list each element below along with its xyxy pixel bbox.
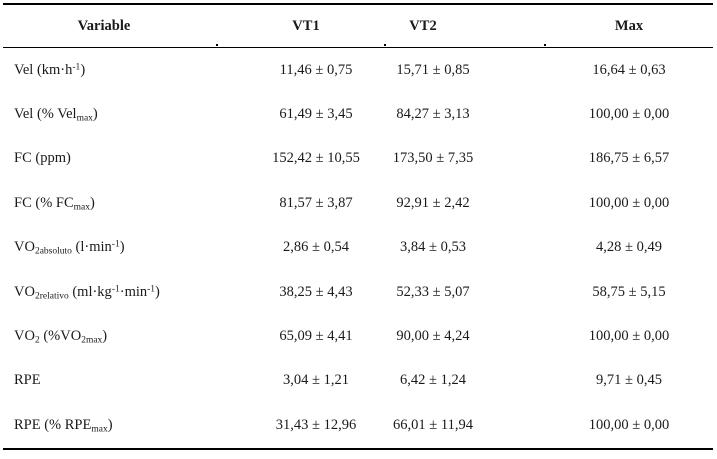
table-row: Vel (km·h-1) 11,46 ± 0,75 15,71 ± 0,85 16,6… xyxy=(3,48,713,93)
variable-label-segment: VO xyxy=(14,328,35,345)
variable-cell: RPE (% RPEmax) xyxy=(3,403,217,448)
value-cell-vt1: 81,57 ± 3,87 xyxy=(279,194,353,211)
variable-label-segment: VO xyxy=(14,239,35,256)
table-row: VO2absoluto (l·min-1) 2,86 ± 0,54 3,84 ± 0… xyxy=(3,226,713,270)
variable-label-segment: FC (% FC xyxy=(14,194,74,211)
variable-label-segment: RPE xyxy=(14,372,41,389)
column-header-max: Max xyxy=(545,4,713,48)
value-cell-vt2: 84,27 ± 3,13 xyxy=(396,106,470,123)
value-cell-vt2: 52,33 ± 5,07 xyxy=(396,283,470,300)
value-cell-vt1: 152,42 ± 10,55 xyxy=(272,150,360,167)
value-cell-vt1: 31,43 ± 12,96 xyxy=(275,416,357,433)
variable-label-segment: 2relativo xyxy=(34,291,69,302)
table-header: Variable VT1 VT2 Max xyxy=(3,4,713,48)
value-cell-max: 100,00 ± 0,00 xyxy=(588,328,670,345)
value-cell-vt2: 90,00 ± 4,24 xyxy=(396,328,470,345)
column-header-vt2: VT2 xyxy=(385,4,545,48)
value-cell-vt2: 3,84 ± 0,53 xyxy=(400,239,466,256)
cell-border-tick xyxy=(544,44,546,46)
variable-cell: VO2 (%VO2max) xyxy=(3,314,217,358)
variable-label-segment: -1 xyxy=(111,239,120,250)
variable-label-segment: 2max xyxy=(81,335,103,346)
variable-label-segment: FC (ppm) xyxy=(14,150,71,167)
variable-label-segment: max xyxy=(73,202,90,213)
value-cell-vt2: 92,91 ± 2,42 xyxy=(396,194,470,211)
value-cell-max: 100,00 ± 0,00 xyxy=(588,194,670,211)
value-cell-max: 100,00 ± 0,00 xyxy=(588,106,670,123)
column-header-variable: Variable xyxy=(3,4,217,48)
table-row: RPE 3,04 ± 1,21 6,42 ± 1,24 9,71 ± 0,45 xyxy=(3,359,713,403)
variable-label-segment: ) xyxy=(80,61,86,78)
variable-label-segment: (ml·kg xyxy=(68,283,112,300)
value-cell-max: 58,75 ± 5,15 xyxy=(592,283,666,300)
variable-cell: VO2relativo (ml·kg-1·min-1) xyxy=(3,270,217,314)
variable-label-segment: -1 xyxy=(72,62,81,73)
table-body: Vel (km·h-1) 11,46 ± 0,75 15,71 ± 0,85 16,6… xyxy=(3,48,713,449)
variable-label-segment: ) xyxy=(90,194,95,211)
value-cell-max: 186,75 ± 6,57 xyxy=(588,150,670,167)
table-row: VO2relativo (ml·kg-1·min-1) 38,25 ± 4,43 5… xyxy=(3,270,713,314)
value-cell-vt1: 11,46 ± 0,75 xyxy=(279,61,353,78)
value-cell-vt2: 6,42 ± 1,24 xyxy=(400,372,466,389)
results-table: Variable VT1 VT2 Max Vel (km·h-1) 11,46 ±… xyxy=(3,3,713,450)
variable-cell: FC (% FCmax) xyxy=(3,181,217,225)
variable-label-segment: max xyxy=(76,113,93,124)
variable-cell: Vel (% Velmax) xyxy=(3,92,217,136)
value-cell-vt2: 66,01 ± 11,94 xyxy=(393,416,473,433)
table-row: Vel (% Velmax) 61,49 ± 3,45 84,27 ± 3,13 10… xyxy=(3,92,713,136)
variable-label-segment: Vel (% Vel xyxy=(14,106,77,123)
variable-label-segment: RPE (% RPE xyxy=(14,416,92,433)
value-cell-vt1: 3,04 ± 1,21 xyxy=(283,372,349,389)
cell-border-tick xyxy=(384,44,386,46)
variable-cell: RPE xyxy=(3,359,217,403)
variable-label-segment: max xyxy=(91,424,108,435)
column-header-vt1: VT1 xyxy=(217,4,385,48)
variable-label-segment: VO xyxy=(14,283,35,300)
variable-label-segment: Vel (km·h xyxy=(14,61,73,78)
cell-border-tick xyxy=(216,44,218,46)
variable-label-segment: -1 xyxy=(147,284,156,295)
value-cell-max: 4,28 ± 0,49 xyxy=(596,239,662,256)
value-cell-vt1: 38,25 ± 4,43 xyxy=(279,283,353,300)
variable-label-segment: ) xyxy=(155,283,160,300)
value-cell-vt2: 173,50 ± 7,35 xyxy=(392,150,474,167)
table-row: FC (% FCmax) 81,57 ± 3,87 92,91 ± 2,42 100,… xyxy=(3,181,713,225)
value-cell-vt1: 2,86 ± 0,54 xyxy=(283,239,349,256)
variable-label-segment: 2absoluto xyxy=(34,246,72,257)
table-row: FC (ppm) 152,42 ± 10,55 173,50 ± 7,35 186,7… xyxy=(3,137,713,181)
variable-label-segment: -1 xyxy=(111,284,120,295)
table-row: VO2 (%VO2max) 65,09 ± 4,41 90,00 ± 4,24 100… xyxy=(3,314,713,358)
value-cell-vt1: 61,49 ± 3,45 xyxy=(279,106,353,123)
variable-cell: Vel (km·h-1) xyxy=(3,48,217,93)
variable-label-segment: (l·min xyxy=(71,239,112,256)
variable-label-segment: ·min xyxy=(119,283,148,300)
value-cell-max: 16,64 ± 0,63 xyxy=(592,61,666,78)
value-cell-max: 9,71 ± 0,45 xyxy=(596,372,662,389)
value-cell-vt2: 15,71 ± 0,85 xyxy=(396,61,470,78)
variable-label-segment: 2 xyxy=(34,335,40,346)
variable-label-segment: (%VO xyxy=(39,328,82,345)
value-cell-vt1: 65,09 ± 4,41 xyxy=(279,328,353,345)
variable-label-segment: ) xyxy=(107,416,113,433)
table-row: RPE (% RPEmax) 31,43 ± 12,96 66,01 ± 11,94… xyxy=(3,403,713,448)
header-row: Variable VT1 VT2 Max xyxy=(3,4,713,48)
value-cell-max: 100,00 ± 0,00 xyxy=(588,416,670,433)
variable-cell: FC (ppm) xyxy=(3,137,217,181)
variable-label-segment: ) xyxy=(92,106,98,123)
variable-label-segment: ) xyxy=(102,328,108,345)
variable-label-segment: ) xyxy=(119,239,125,256)
variable-cell: VO2absoluto (l·min-1) xyxy=(3,226,217,270)
